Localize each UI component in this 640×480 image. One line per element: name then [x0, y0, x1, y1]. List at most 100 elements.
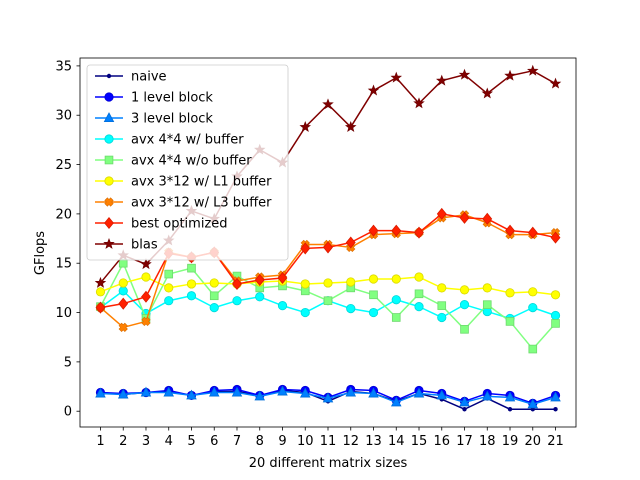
data-point [164, 269, 174, 279]
data-point [277, 301, 288, 311]
data-point [346, 277, 356, 287]
data-point [551, 319, 560, 328]
data-point [254, 273, 265, 287]
data-point [277, 271, 288, 285]
data-point [505, 224, 515, 237]
data-point [368, 224, 379, 237]
x-tick-label: 20 [524, 434, 541, 449]
data-point [209, 303, 219, 313]
series-8 [95, 207, 561, 314]
data-point [254, 390, 266, 401]
legend-label: blas [131, 238, 158, 253]
data-point [391, 274, 401, 284]
data-point [460, 325, 469, 334]
data-point [323, 241, 333, 254]
y-tick-label: 10 [55, 306, 72, 321]
data-point [186, 389, 197, 400]
legend-marker [104, 216, 114, 230]
data-point [323, 278, 333, 288]
legend-marker [104, 155, 114, 165]
legend-label: 3 level block [131, 112, 213, 127]
legend-item: avx 3*12 w/ L3 buffer [95, 196, 272, 211]
data-point [368, 387, 379, 398]
data-point [186, 291, 197, 301]
legend-label: avx 3*12 w/ L3 buffer [131, 196, 272, 211]
data-point [231, 386, 243, 397]
x-tick-label: 6 [210, 434, 218, 449]
data-point [368, 274, 379, 284]
data-point [163, 386, 175, 397]
data-point [459, 211, 470, 224]
data-point [550, 231, 561, 244]
data-point [482, 283, 492, 293]
data-point [481, 390, 493, 401]
data-point [549, 77, 562, 89]
data-point [208, 386, 220, 397]
legend-label: best optimized [131, 217, 228, 232]
legend-label: 1 level block [131, 91, 213, 106]
data-point [414, 226, 424, 239]
legend-item: naive [95, 70, 167, 85]
data-point [94, 276, 107, 288]
data-point [553, 407, 558, 412]
data-point [299, 387, 311, 398]
legend-item: blas [95, 238, 158, 253]
data-point [141, 316, 151, 327]
data-point [458, 68, 471, 80]
data-point [413, 387, 425, 398]
data-point [459, 285, 470, 295]
data-point [209, 278, 219, 288]
data-point [232, 296, 242, 306]
data-point [164, 283, 174, 293]
data-point [209, 291, 219, 301]
data-point [300, 242, 311, 255]
x-tick-label: 7 [233, 434, 241, 449]
x-tick-label: 13 [365, 434, 382, 449]
x-tick-label: 8 [256, 434, 264, 449]
data-point [345, 386, 357, 397]
y-tick-label: 0 [64, 405, 72, 420]
data-point [322, 98, 334, 110]
y-axis-label: GFlops [33, 231, 48, 275]
data-point [255, 292, 265, 302]
legend-label: naive [131, 70, 167, 85]
data-point [436, 74, 448, 86]
series-6 [95, 272, 561, 300]
data-point [277, 385, 288, 396]
data-point [507, 407, 513, 412]
data-point [368, 307, 379, 318]
data-point [118, 258, 128, 268]
legend-box [86, 64, 289, 261]
y-tick-label: 15 [55, 257, 72, 272]
data-point [528, 344, 538, 354]
legend-label: avx 3*12 w/ L1 buffer [131, 175, 272, 190]
x-tick-label: 14 [388, 434, 405, 449]
data-point [505, 288, 515, 298]
x-tick-label: 2 [119, 434, 127, 449]
legend-label: avx 4*4 w/o buffer [131, 154, 252, 169]
data-point [390, 396, 402, 407]
x-tick-label: 17 [456, 434, 473, 449]
data-point [164, 296, 174, 306]
data-point [550, 310, 561, 321]
data-point [367, 84, 380, 96]
data-point [95, 287, 106, 297]
data-point [550, 290, 561, 300]
x-tick-label: 19 [502, 434, 519, 449]
axes: 1 2 3 4 5 6 7 8 9 10 11 12 13 14 15 16 17 18 19 20 210510152… [55, 57, 577, 449]
data-point [299, 121, 311, 132]
data-point [95, 387, 106, 398]
legend-marker [103, 237, 115, 249]
data-point [345, 236, 356, 249]
x-tick-label: 9 [278, 434, 286, 449]
legend-item: avx 3*12 w/ L1 buffer [95, 175, 272, 190]
data-point [95, 301, 106, 314]
data-point [118, 322, 128, 332]
data-point [504, 391, 516, 402]
data-point [414, 272, 424, 282]
data-point [232, 277, 242, 290]
data-point [437, 301, 447, 310]
x-tick-label: 21 [547, 434, 564, 449]
y-tick-label: 5 [64, 355, 72, 370]
series-3 [95, 385, 561, 409]
